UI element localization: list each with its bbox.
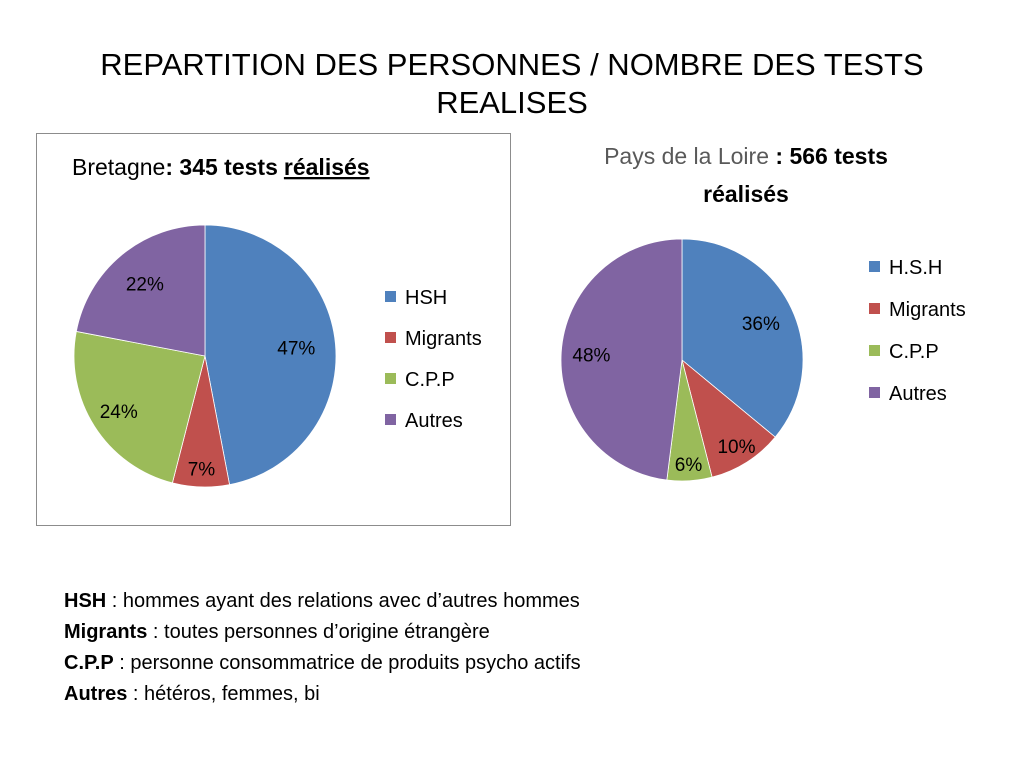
chart-bretagne-title-word: réalisés <box>284 154 370 180</box>
legend-label-c-p-p: C.P.P <box>405 369 455 391</box>
chart-pdl-title-count: 566 tests <box>789 143 887 169</box>
pie-label-hsh: 47% <box>277 338 315 359</box>
glossary-row-migrants: Migrants : toutes personnes d’origine ét… <box>64 617 581 648</box>
pie-label-migrants: 10% <box>717 437 755 458</box>
chart-bretagne-legend: HSH Migrants C.P.P Autres <box>385 287 482 432</box>
glossary: HSH : hommes ayant des relations avec d’… <box>64 586 581 710</box>
legend-label-autres: Autres <box>405 410 463 432</box>
legend-label-autres: Autres <box>889 383 947 405</box>
chart-pdl-title-line-1: Pays de la Loire : 566 tests <box>604 143 888 169</box>
chart-bretagne-title: Bretagne: 345 tests réalisés <box>72 154 370 180</box>
legend-swatch-hsh <box>385 291 396 302</box>
pie-slice-h-s-h <box>681 238 804 438</box>
legend-label-migrants: Migrants <box>405 328 482 350</box>
pie-label-h-s-h: 36% <box>742 314 780 335</box>
legend-swatch-autres <box>869 387 880 398</box>
legend-label-c-p-p: C.P.P <box>889 341 939 363</box>
pie-label-migrants: 7% <box>188 460 216 481</box>
glossary-definition: : hommes ayant des relations avec d’autr… <box>106 590 580 612</box>
pie-label-c-p-p: 6% <box>675 455 703 476</box>
legend-swatch-c-p-p <box>869 345 880 356</box>
pie-slice-autres <box>75 224 206 357</box>
pie-label-autres: 22% <box>126 274 164 295</box>
pie-slice-hsh <box>204 224 337 486</box>
glossary-definition: : toutes personnes d’origine étrangère <box>147 621 490 643</box>
glossary-row-hsh: HSH : hommes ayant des relations avec d’… <box>64 586 581 617</box>
chart-pdl-title-region: Pays de la Loire <box>604 143 769 169</box>
chart-pdl-legend: H.S.H Migrants C.P.P Autres <box>869 257 966 405</box>
pie-label-autres: 48% <box>572 345 610 366</box>
glossary-term: HSH <box>64 590 107 612</box>
legend-swatch-migrants <box>385 332 396 343</box>
legend-swatch-c-p-p <box>385 373 396 384</box>
pie-slice-autres <box>560 238 683 481</box>
legend-label-hsh: HSH <box>405 287 447 309</box>
glossary-term: C.P.P <box>64 652 114 674</box>
legend-swatch-migrants <box>869 303 880 314</box>
glossary-term: Autres <box>64 683 128 705</box>
legend-swatch-h-s-h <box>869 261 880 272</box>
legend-label-h-s-h: H.S.H <box>889 257 942 279</box>
chart-bretagne-title-count: 345 tests <box>179 154 277 180</box>
glossary-term: Migrants <box>64 621 148 643</box>
legend-swatch-autres <box>385 414 396 425</box>
chart-bretagne-title-region: Bretagne <box>72 154 165 180</box>
chart-pdl-title-sep: : <box>769 143 789 169</box>
glossary-definition: : hétéros, femmes, bi <box>127 683 320 705</box>
chart-bretagne-pie: 47% 7% 24% 22% <box>73 224 337 488</box>
chart-pdl-pie: 36% 10% 6% 48% <box>560 238 804 482</box>
pie-slice-migrants <box>681 358 776 478</box>
glossary-row-c-p-p: C.P.P : personne consommatrice de produi… <box>64 648 581 679</box>
glossary-definition: : personne consommatrice de produits psy… <box>113 652 581 674</box>
slide-title-line-1: REPARTITION DES PERSONNES / NOMBRE DES T… <box>100 47 924 82</box>
chart-bretagne: Bretagne: 345 tests réalisés 47%7%24%22% … <box>72 154 482 488</box>
pie-slice-c-p-p <box>73 330 206 484</box>
slide-title-line-2: REALISES <box>436 85 588 120</box>
legend-label-migrants: Migrants <box>889 299 966 321</box>
chart-pdl-title-word: réalisés <box>703 181 789 207</box>
pie-label-c-p-p: 24% <box>100 402 138 423</box>
slide-title: REPARTITION DES PERSONNES / NOMBRE DES T… <box>0 46 1024 122</box>
glossary-row-autres: Autres : hétéros, femmes, bi <box>64 679 581 710</box>
chart-bretagne-title-sep: : <box>165 154 179 180</box>
chart-pays-de-la-loire: Pays de la Loire : 566 tests réalisés 36… <box>560 143 966 482</box>
